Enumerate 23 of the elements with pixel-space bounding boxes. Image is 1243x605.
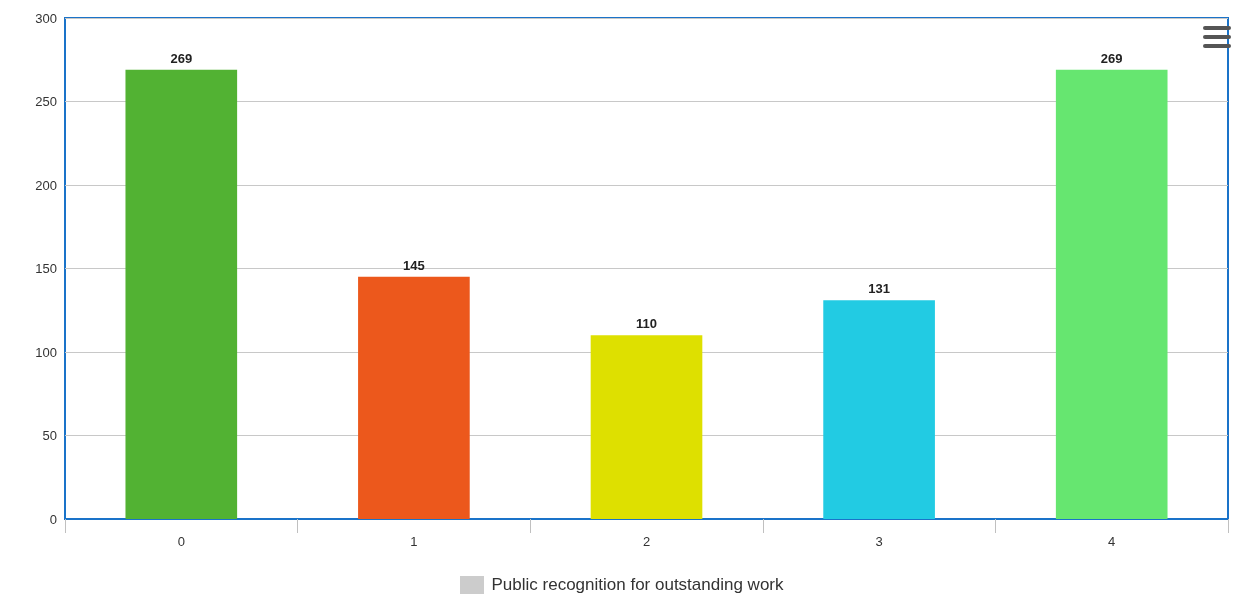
bar <box>823 300 935 519</box>
bar <box>358 276 470 519</box>
text: Public recognition for outstanding work <box>491 575 784 595</box>
x-tick-label: 2 <box>642 534 651 549</box>
y-tick-label: 250 <box>35 94 57 109</box>
data-label: 131 <box>868 281 890 297</box>
x-tick-label: 0 <box>177 534 185 549</box>
y-tick-label: 150 <box>35 261 57 276</box>
y-tick-label: 300 <box>35 10 57 26</box>
bar <box>590 335 703 519</box>
y-tick-label: 0 <box>49 511 57 527</box>
x-tick-label: 4 <box>1108 534 1116 549</box>
data-label: 269 <box>170 50 193 66</box>
x-tick-label: 1 <box>410 534 418 549</box>
data-label: 110 <box>636 316 657 332</box>
y-tick-label: 50 <box>42 428 57 443</box>
data-label: 269 <box>1100 50 1123 66</box>
bar <box>125 69 238 519</box>
data-label: 145 <box>403 257 425 273</box>
x-tick-label: 3 <box>875 534 883 549</box>
y-tick-label: 200 <box>35 177 57 193</box>
y-tick-label: 100 <box>35 344 57 360</box>
bar <box>1055 69 1168 519</box>
